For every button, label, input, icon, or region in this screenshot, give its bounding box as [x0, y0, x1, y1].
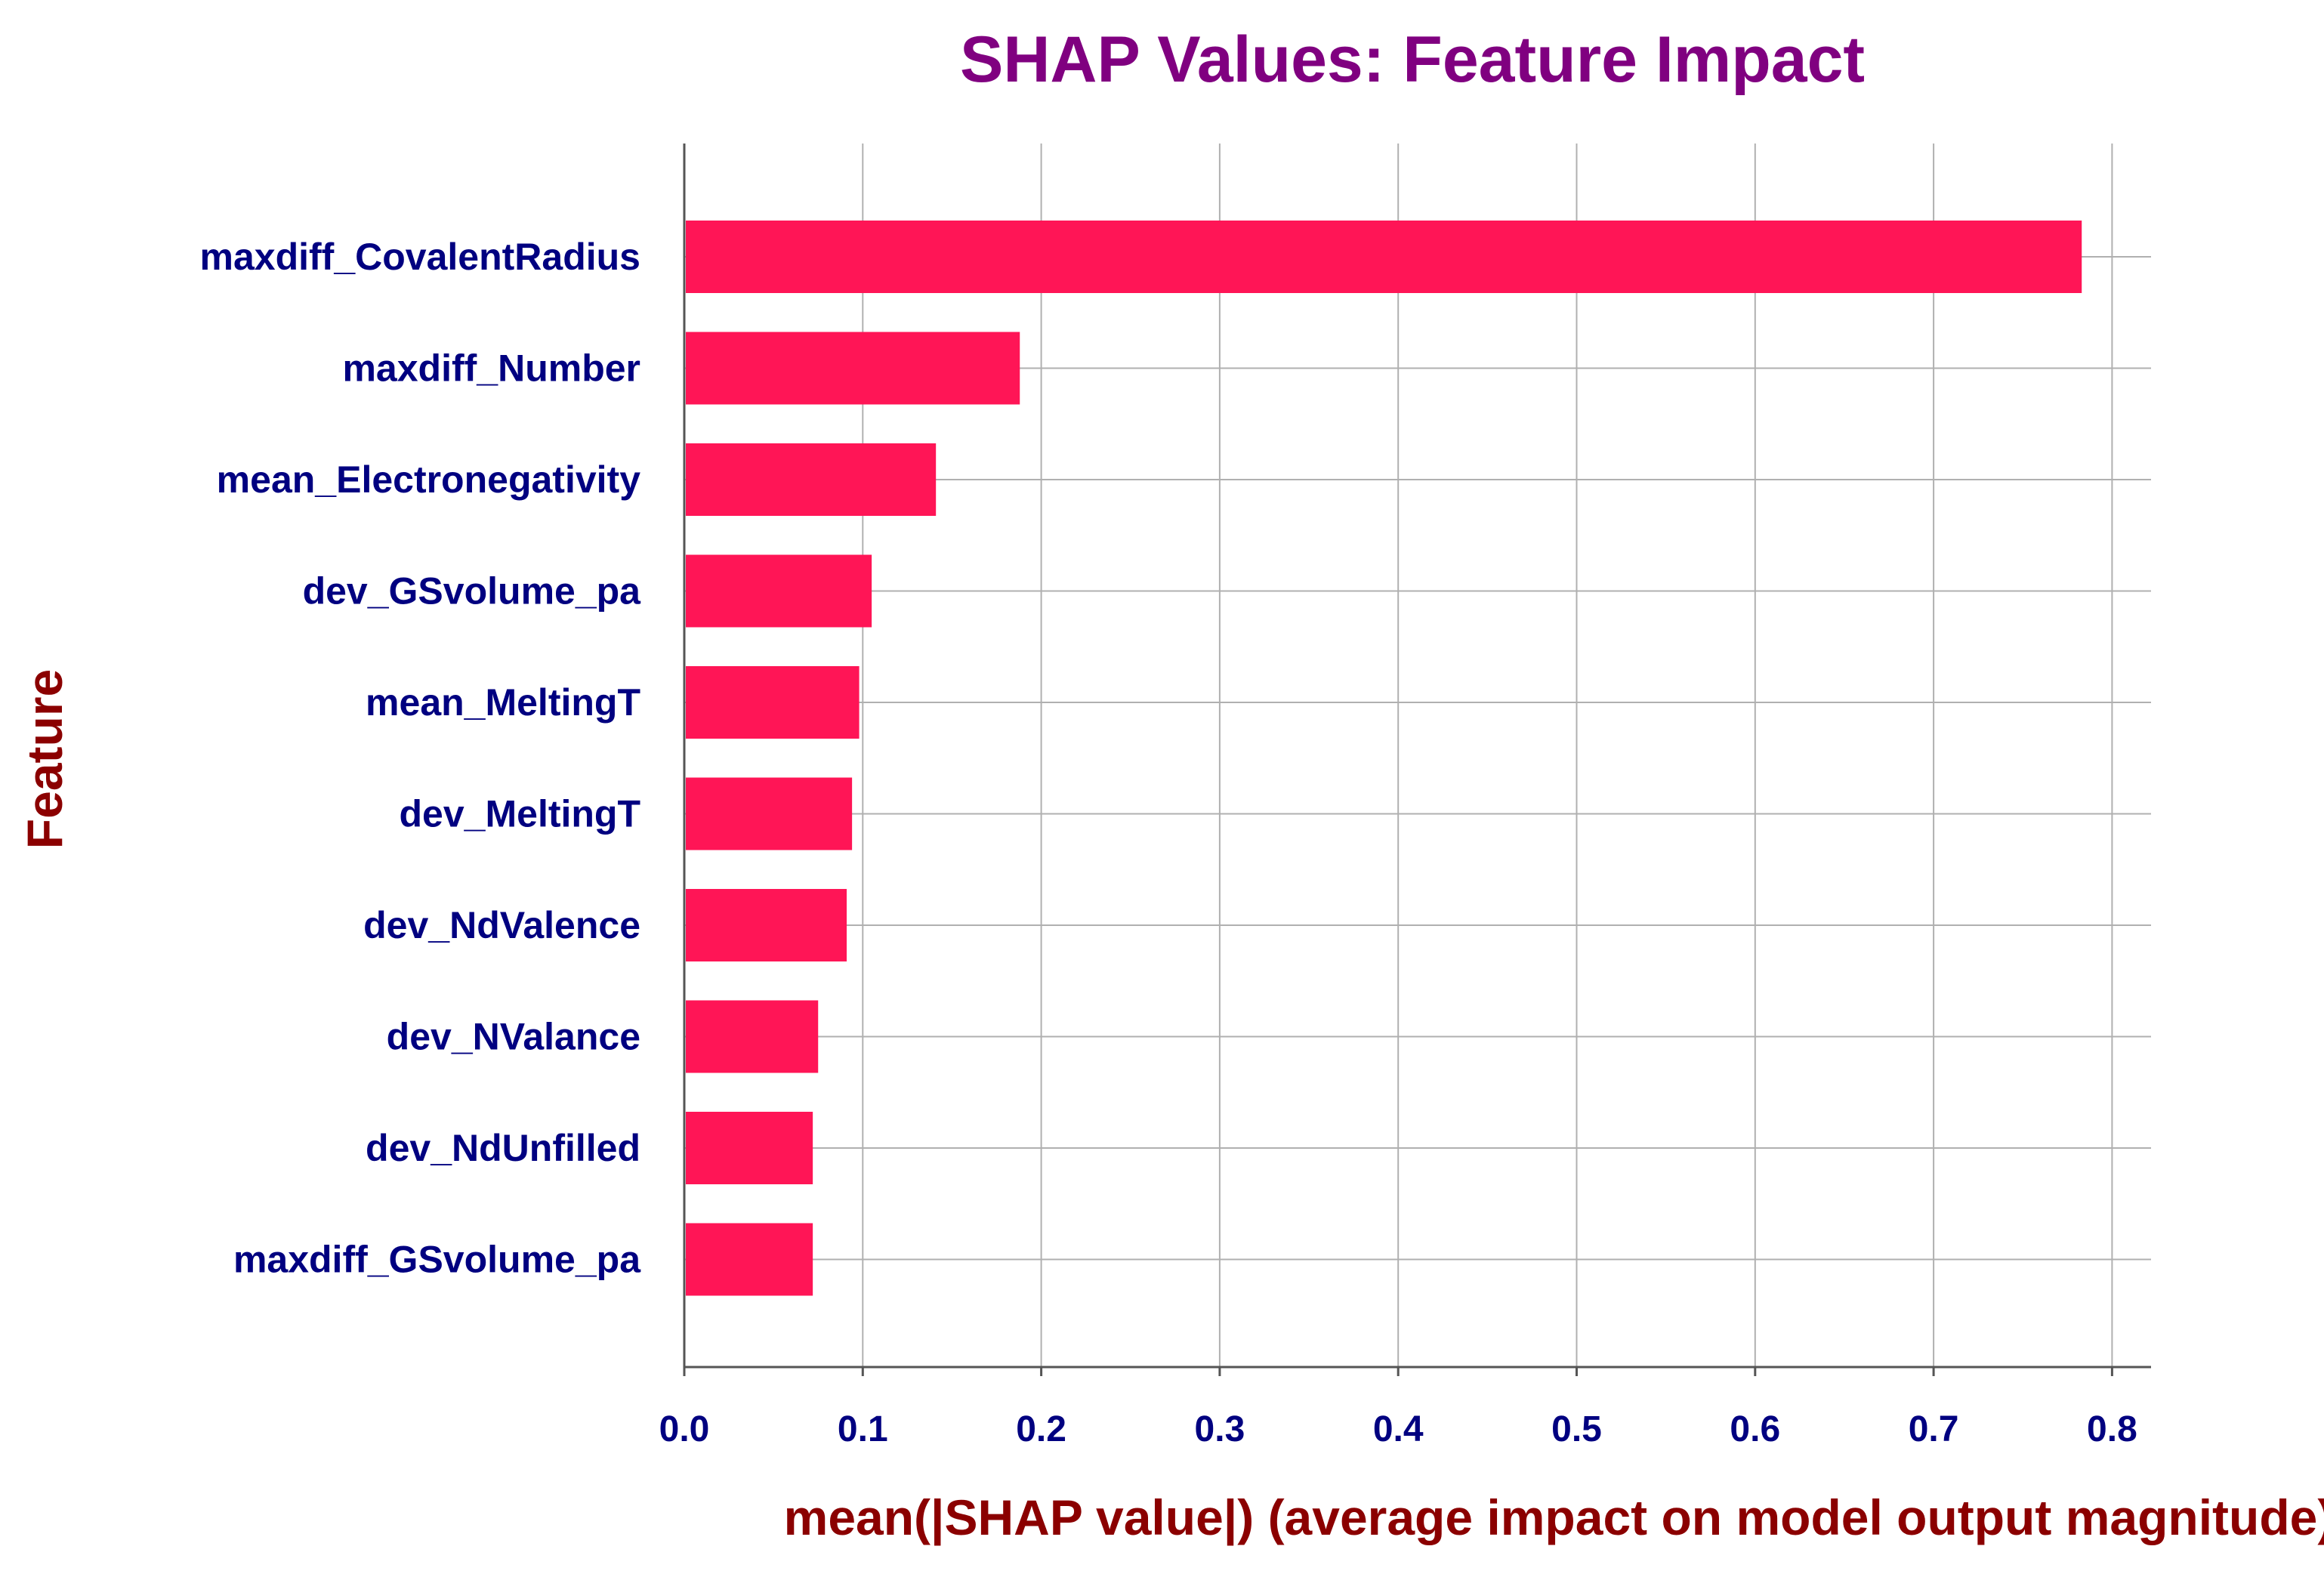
bar-maxdiff_CovalentRadius: [686, 221, 2082, 293]
label-layer: SHAP Values: Feature Impact mean(|SHAP v…: [17, 23, 2324, 1547]
x-tick-label-0: 0.0: [659, 1409, 710, 1449]
y-tick-label-3: dev_GSvolume_pa: [303, 570, 642, 613]
bar-maxdiff_Number: [686, 332, 1020, 405]
y-tick-label-1: maxdiff_Number: [342, 347, 640, 390]
bar-dev_NdValence: [686, 889, 847, 961]
x-tick-label-4: 0.4: [1373, 1409, 1424, 1449]
y-tick-label-2: mean_Electronegativity: [217, 458, 641, 501]
y-tick-label-8: dev_NdUnfilled: [366, 1127, 640, 1169]
x-tick-label-6: 0.6: [1730, 1409, 1780, 1449]
x-tick-label-8: 0.8: [2087, 1409, 2137, 1449]
x-tick-label-2: 0.2: [1016, 1409, 1066, 1449]
y-axis-label: Feature: [17, 669, 73, 849]
bar-dev_MeltingT: [686, 777, 853, 850]
y-tick-label-5: dev_MeltingT: [400, 793, 640, 835]
axis-layer: 0.0 0.1 0.2 0.3 0.4 0.5 0.6 0.7 0.8 maxdiff_Coval…: [200, 144, 2151, 1449]
y-tick-label-9: maxdiff_GSvolume_pa: [233, 1239, 641, 1281]
x-tick-label-7: 0.7: [1909, 1409, 1959, 1449]
bar-layer: [686, 221, 2082, 1296]
y-tick-label-0: maxdiff_CovalentRadius: [200, 236, 640, 278]
y-tick-label-4: mean_MeltingT: [366, 681, 640, 724]
bar-dev_NdUnfilled: [686, 1112, 813, 1184]
y-tick-label-7: dev_NValance: [387, 1016, 640, 1058]
x-tick-label-5: 0.5: [1551, 1409, 1602, 1449]
x-axis-label: mean(|SHAP value|) (average impact on mo…: [784, 1489, 2324, 1547]
bar-dev_NValance: [686, 1000, 819, 1073]
x-tick-label-1: 0.1: [838, 1409, 888, 1449]
x-tick-label-3: 0.3: [1195, 1409, 1245, 1449]
bar-dev_GSvolume_pa: [686, 554, 872, 628]
bar-maxdiff_GSvolume_pa: [686, 1223, 813, 1296]
y-tick-label-6: dev_NdValence: [363, 904, 640, 946]
chart-title: SHAP Values: Feature Impact: [960, 23, 1865, 96]
bar-mean_MeltingT: [686, 666, 860, 739]
grid-layer: [684, 144, 2151, 1367]
bar-mean_Electronegativity: [686, 443, 937, 516]
